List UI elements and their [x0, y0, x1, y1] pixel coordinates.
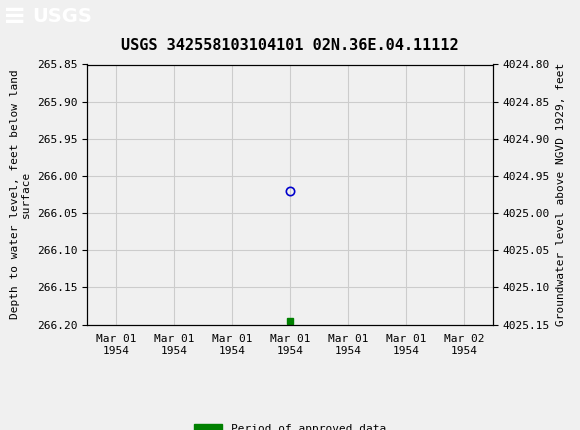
Y-axis label: Groundwater level above NGVD 1929, feet: Groundwater level above NGVD 1929, feet: [556, 63, 566, 326]
Legend: Period of approved data: Period of approved data: [190, 419, 390, 430]
Text: USGS 342558103104101 02N.36E.04.11112: USGS 342558103104101 02N.36E.04.11112: [121, 38, 459, 52]
Text: USGS: USGS: [32, 6, 92, 26]
Text: ≡: ≡: [3, 2, 26, 30]
Y-axis label: Depth to water level, feet below land
surface: Depth to water level, feet below land su…: [10, 70, 31, 319]
